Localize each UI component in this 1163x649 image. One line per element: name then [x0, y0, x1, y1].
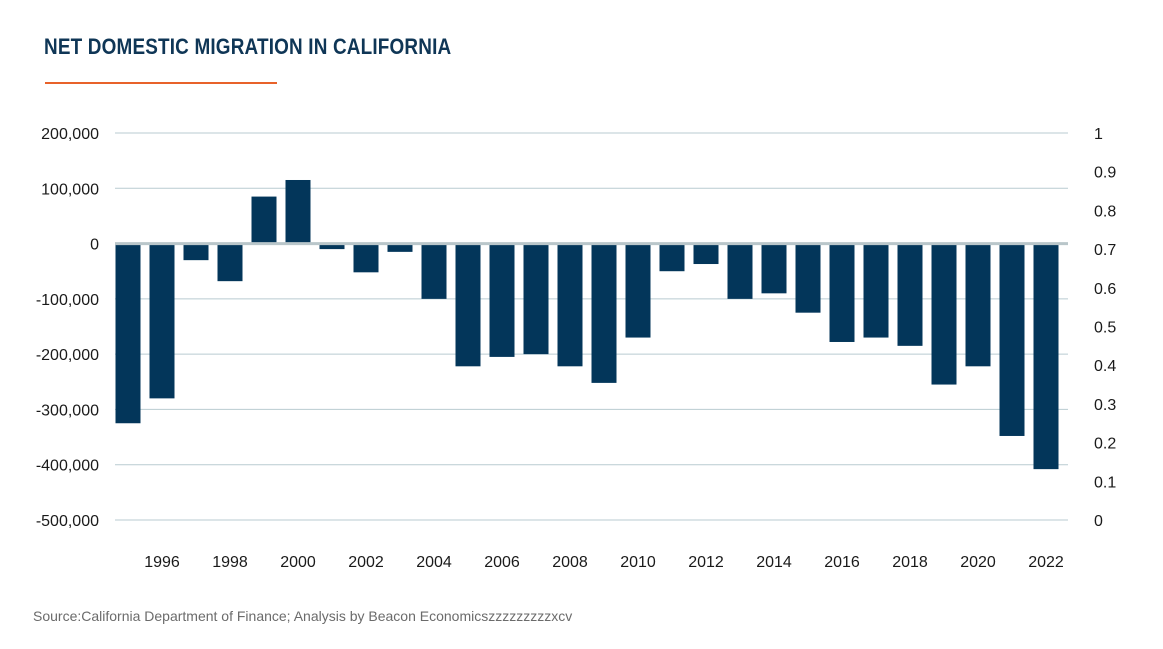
x-tick-label: 2000: [280, 554, 316, 571]
x-tick-label: 2004: [416, 554, 452, 571]
bar-2008: [557, 243, 583, 367]
bar-1999: [251, 196, 277, 244]
y-tick-label: -500,000: [36, 513, 99, 530]
bar-2006: [489, 243, 515, 357]
bar-2009: [591, 243, 617, 383]
y-tick-label: -100,000: [36, 292, 99, 309]
bar-2007: [523, 243, 549, 355]
y-axis-left: 200,000 100,000 0 -100,000 -200,000 -300,000 -…: [36, 126, 99, 530]
y-tick-label: 0: [90, 237, 99, 254]
bar-2001: [319, 243, 345, 250]
y2-tick-label: 1: [1094, 126, 1103, 143]
bars: [115, 179, 1059, 470]
x-axis: 1996 1998 2000 2002 2004 2006 2008 2010 2012 2014…: [144, 554, 1064, 571]
x-tick-label: 2018: [892, 554, 928, 571]
y2-tick-label: 0.9: [1094, 165, 1116, 182]
x-tick-label: 2012: [688, 554, 724, 571]
x-tick-label: 2020: [960, 554, 996, 571]
y-tick-label: -400,000: [36, 458, 99, 475]
y2-tick-label: 0.5: [1094, 320, 1116, 337]
bar-2021: [999, 243, 1025, 436]
title-underline: [45, 82, 277, 84]
bar-2010: [625, 243, 651, 338]
bar-2011: [659, 243, 685, 272]
y-tick-label: -300,000: [36, 402, 99, 419]
y2-tick-label: 0.8: [1094, 203, 1116, 220]
x-tick-label: 2002: [348, 554, 384, 571]
bar-2000: [285, 179, 311, 244]
bar-2016: [829, 243, 855, 342]
bar-2022: [1033, 243, 1059, 470]
y2-tick-label: 0.7: [1094, 242, 1116, 259]
source-note: Source:California Department of Finance;…: [33, 608, 573, 624]
bar-2017: [863, 243, 889, 338]
bar-1995: [115, 243, 141, 424]
y2-tick-label: 0.2: [1094, 436, 1116, 453]
bar-1997: [183, 243, 209, 261]
y-tick-label: -200,000: [36, 347, 99, 364]
x-tick-label: 2010: [620, 554, 656, 571]
bar-2004: [421, 243, 447, 299]
y2-tick-label: 0.3: [1094, 397, 1116, 414]
x-tick-label: 2022: [1028, 554, 1064, 571]
bar-2003: [387, 243, 413, 252]
bar-2002: [353, 243, 379, 273]
y-tick-label: 200,000: [41, 126, 99, 143]
bar-2015: [795, 243, 821, 313]
bar-1998: [217, 243, 243, 282]
bar-2019: [931, 243, 957, 385]
bar-1996: [149, 243, 175, 399]
chart-title: NET DOMESTIC MIGRATION IN CALIFORNIA: [44, 34, 452, 59]
x-tick-label: 1996: [144, 554, 180, 571]
x-tick-label: 2014: [756, 554, 792, 571]
y2-tick-label: 0.1: [1094, 474, 1116, 491]
y-axis-right: 1 0.9 0.8 0.7 0.6 0.5 0.4 0.3 0.2 0.1 0: [1094, 126, 1116, 530]
bar-2014: [761, 243, 787, 294]
bar-2018: [897, 243, 923, 346]
y2-tick-label: 0.6: [1094, 281, 1116, 298]
y2-tick-label: 0: [1094, 513, 1103, 530]
x-tick-label: 1998: [212, 554, 248, 571]
y-tick-label: 100,000: [41, 181, 99, 198]
x-tick-label: 2006: [484, 554, 520, 571]
bar-2012: [693, 243, 719, 265]
bar-2020: [965, 243, 991, 367]
bar-2013: [727, 243, 753, 299]
y2-tick-label: 0.4: [1094, 358, 1116, 375]
x-tick-label: 2008: [552, 554, 588, 571]
bar-2005: [455, 243, 481, 367]
x-tick-label: 2016: [824, 554, 860, 571]
